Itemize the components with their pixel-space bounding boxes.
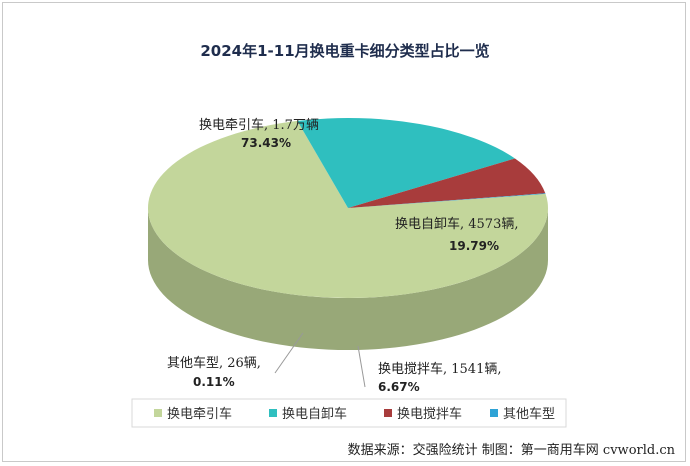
chart-title: 2024年1-11月换电重卡细分类型占比一览 — [200, 42, 489, 60]
label-slice-2-name: 换电搅拌车, 1541辆, — [378, 361, 501, 377]
chart-frame: 2024年1-11月换电重卡细分类型占比一览 换电牵引车, 1.7万辆 73.4… — [2, 2, 686, 462]
label-slice-3-name: 其他车型, 26辆, — [167, 355, 261, 371]
leader-line-slice-3 — [274, 332, 304, 374]
label-slice-1-pct: 19.79% — [449, 239, 499, 253]
label-slice-0-name: 换电牵引车, 1.7万辆 — [199, 117, 319, 133]
pie-slice-side-0-0 — [148, 208, 548, 350]
legend-swatch-2 — [384, 409, 392, 417]
source-note: 数据来源：交强险统计 制图：第一商用车网 cvworld.cn — [348, 442, 676, 458]
legend: 换电牵引车 换电自卸车 换电搅拌车 其他车型 — [131, 398, 567, 428]
legend-label-0: 换电牵引车 — [167, 406, 232, 422]
legend-swatch-1 — [269, 409, 277, 417]
pie-layer — [147, 118, 548, 350]
label-slice-0-pct: 73.43% — [241, 136, 291, 150]
legend-swatch-3 — [490, 409, 498, 417]
label-slice-2-pct: 6.67% — [378, 380, 420, 394]
legend-swatch-0 — [154, 409, 162, 417]
pie-chart: 2024年1-11月换电重卡细分类型占比一览 换电牵引车, 1.7万辆 73.4… — [131, 42, 676, 458]
label-slice-1-name: 换电自卸车, 4573辆, — [395, 216, 518, 232]
legend-label-2: 换电搅拌车 — [397, 406, 462, 422]
legend-label-1: 换电自卸车 — [282, 406, 347, 422]
pie-slice-2 — [348, 158, 546, 208]
pie-slice-1 — [297, 118, 515, 208]
label-slice-3-pct: 0.11% — [193, 375, 235, 389]
pie-slice-3 — [348, 193, 546, 208]
pie-slice-0 — [147, 120, 548, 298]
legend-label-3: 其他车型 — [503, 406, 555, 422]
leader-line-slice-2 — [357, 345, 366, 388]
